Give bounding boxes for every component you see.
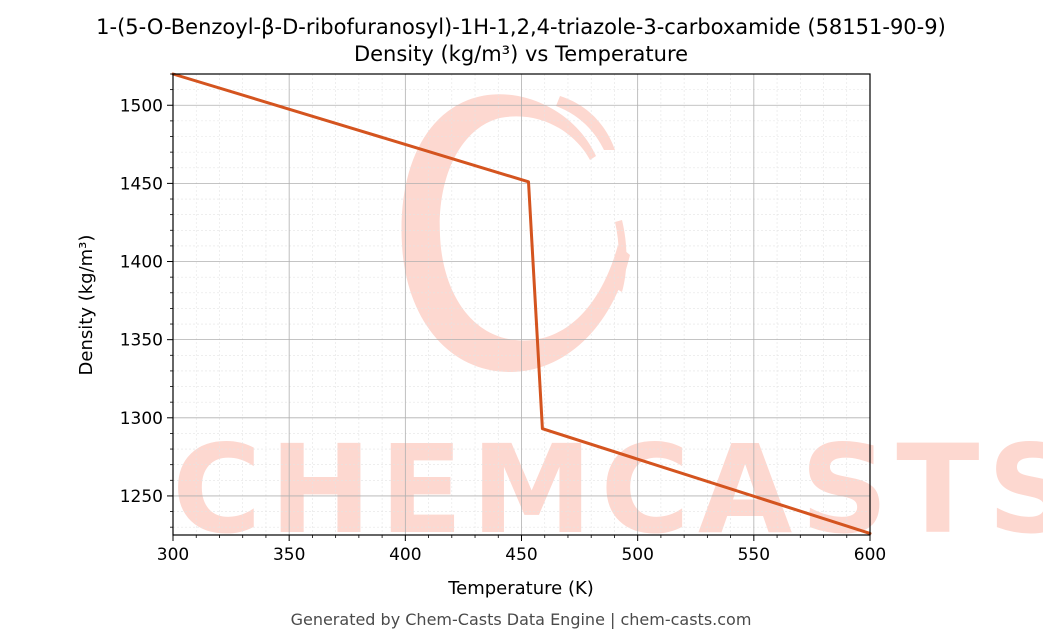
watermark-logo-icon: [401, 94, 630, 372]
x-tick-label: 600: [854, 545, 886, 565]
y-tick-label: 1500: [120, 96, 163, 116]
chart-subtitle: Density (kg/m³) vs Temperature: [354, 42, 688, 66]
y-tick-label: 1300: [120, 409, 163, 429]
x-tick-label: 500: [621, 545, 653, 565]
footer-credit: Generated by Chem-Casts Data Engine | ch…: [291, 610, 752, 629]
y-axis-label: Density (kg/m³): [76, 235, 97, 376]
y-axis-ticks: 1250 1300 1350 1400 1450 1500: [120, 73, 173, 528]
chart-title: 1-(5-O-Benzoyl-β-D-ribofuranosyl)-1H-1,2…: [96, 15, 946, 39]
density-series-line: [171, 72, 872, 535]
x-tick-label: 300: [157, 545, 189, 565]
x-axis-ticks: 300 350 400 450 500 550 600: [157, 535, 886, 565]
y-tick-label: 1400: [120, 253, 163, 273]
y-tick-label: 1250: [120, 487, 163, 507]
x-tick-label: 550: [738, 545, 770, 565]
x-tick-label: 400: [389, 545, 421, 565]
watermark-text: CHEMCASTS: [172, 419, 1043, 561]
watermark: CHEMCASTS: [172, 94, 1043, 561]
x-tick-label: 350: [273, 545, 305, 565]
y-tick-label: 1350: [120, 331, 163, 351]
series-layer: [171, 72, 872, 535]
y-tick-label: 1450: [120, 174, 163, 194]
x-axis-label: Temperature (K): [447, 578, 594, 599]
x-tick-label: 450: [505, 545, 537, 565]
